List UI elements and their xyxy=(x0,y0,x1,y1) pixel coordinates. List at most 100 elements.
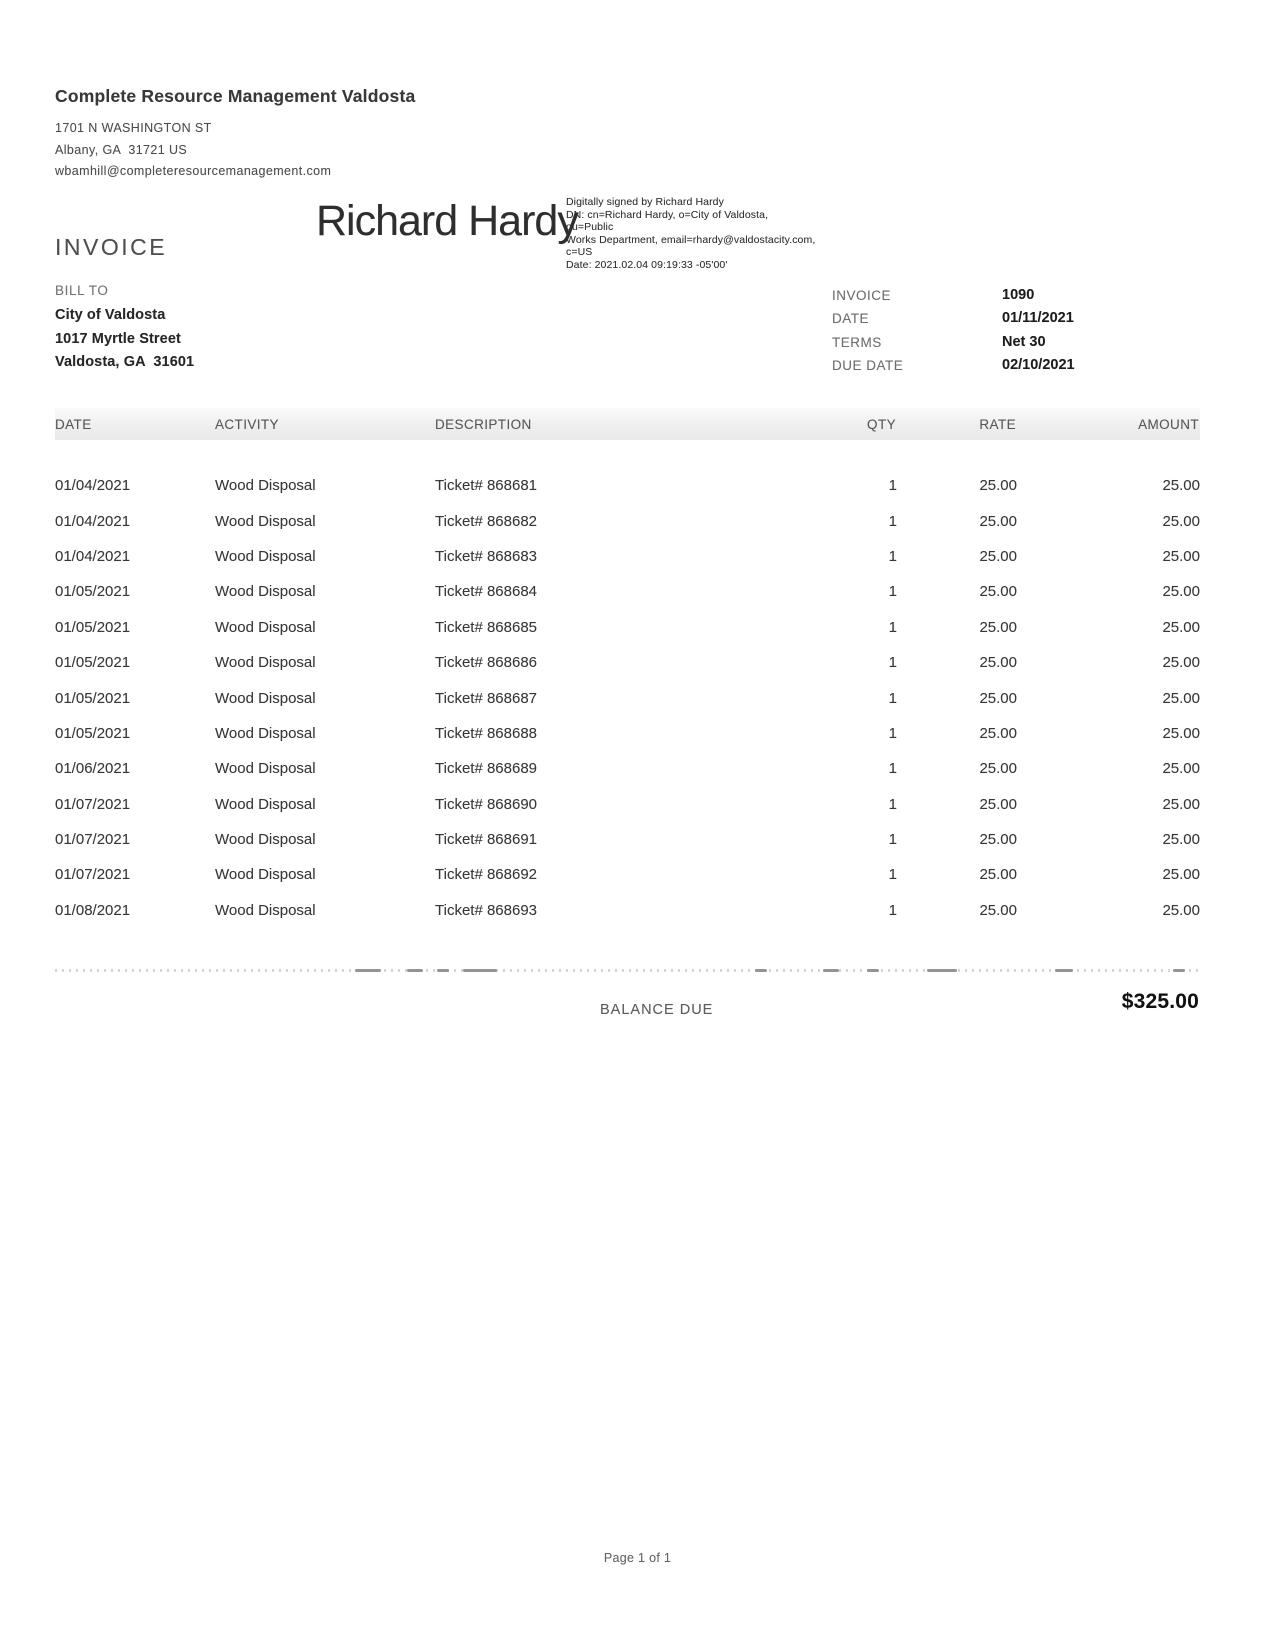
cell-rate: 25.00 xyxy=(979,689,1017,707)
page-number: Page 1 of 1 xyxy=(603,1551,672,1565)
cell-rate: 25.00 xyxy=(979,512,1017,530)
balance-due-label: BALANCE DUE xyxy=(600,1002,714,1018)
bill-to-name: City of Valdosta xyxy=(55,307,166,323)
cell-rate: 25.00 xyxy=(979,477,1017,495)
table-row: 01/05/2021 Wood Disposal Ticket# 868687 … xyxy=(55,680,1200,715)
signature-detail-line: c=US xyxy=(566,246,593,259)
cell-rate: 25.00 xyxy=(979,583,1017,601)
cell-description: Ticket# 868691 xyxy=(435,831,538,849)
column-header-description: DESCRIPTION xyxy=(435,416,532,432)
cell-date: 01/04/2021 xyxy=(55,547,131,565)
table-row: 01/04/2021 Wood Disposal Ticket# 868683 … xyxy=(55,539,1200,574)
cell-rate: 25.00 xyxy=(979,654,1017,672)
cell-date: 01/05/2021 xyxy=(55,618,131,636)
cell-activity: Wood Disposal xyxy=(215,583,316,601)
company-email: wbamhill@completeresourcemanagement.com xyxy=(55,164,332,178)
cell-qty: 1 xyxy=(888,760,897,778)
cell-date: 01/04/2021 xyxy=(55,477,131,495)
cell-amount: 25.00 xyxy=(1162,583,1200,601)
cell-qty: 1 xyxy=(888,866,897,884)
signature-detail-line: DN: cn=Richard Hardy, o=City of Valdosta… xyxy=(566,208,772,234)
column-header-qty: QTY xyxy=(867,416,896,432)
column-header-activity: ACTIVITY xyxy=(215,416,279,432)
cell-amount: 25.00 xyxy=(1162,901,1200,919)
cell-qty: 1 xyxy=(888,512,897,530)
cell-qty: 1 xyxy=(888,831,897,849)
torn-dotted-line xyxy=(55,969,1200,973)
company-name: Complete Resource Management Valdosta xyxy=(55,86,416,106)
meta-value-date: 01/11/2021 xyxy=(1002,310,1074,327)
cell-description: Ticket# 868692 xyxy=(435,866,538,884)
cell-description: Ticket# 868693 xyxy=(435,901,538,919)
balance-due-value: $325.00 xyxy=(1121,990,1199,1013)
table-row: 01/07/2021 Wood Disposal Ticket# 868691 … xyxy=(55,822,1200,857)
cell-activity: Wood Disposal xyxy=(215,866,316,884)
invoice-table: DATE ACTIVITY DESCRIPTION QTY RATE AMOUN… xyxy=(55,408,1200,973)
cell-rate: 25.00 xyxy=(979,618,1017,636)
cell-activity: Wood Disposal xyxy=(215,724,316,742)
table-row: 01/05/2021 Wood Disposal Ticket# 868688 … xyxy=(55,716,1200,751)
table-row: 01/05/2021 Wood Disposal Ticket# 868685 … xyxy=(55,610,1200,645)
cell-date: 01/07/2021 xyxy=(55,795,131,813)
cell-activity: Wood Disposal xyxy=(215,654,316,672)
cell-activity: Wood Disposal xyxy=(215,901,316,919)
cell-qty: 1 xyxy=(888,795,897,813)
table-row: 01/04/2021 Wood Disposal Ticket# 868682 … xyxy=(55,503,1200,538)
cell-qty: 1 xyxy=(888,901,897,919)
bill-to-street: 1017 Myrtle Street xyxy=(55,330,181,347)
invoice-table-body: 01/04/2021 Wood Disposal Ticket# 868681 … xyxy=(55,468,1200,928)
table-row: 01/07/2021 Wood Disposal Ticket# 868692 … xyxy=(55,857,1200,892)
cell-amount: 25.00 xyxy=(1162,618,1200,636)
table-row: 01/05/2021 Wood Disposal Ticket# 868686 … xyxy=(55,645,1200,680)
table-row: 01/06/2021 Wood Disposal Ticket# 868689 … xyxy=(55,751,1200,786)
meta-value-due-date: 02/10/2021 xyxy=(1002,357,1075,374)
cell-amount: 25.00 xyxy=(1162,512,1200,530)
signature-details: Digitally signed by Richard Hardy DN: cn… xyxy=(566,196,816,272)
cell-date: 01/07/2021 xyxy=(55,831,131,849)
cell-activity: Wood Disposal xyxy=(215,795,316,813)
cell-qty: 1 xyxy=(888,477,897,495)
cell-qty: 1 xyxy=(888,583,897,601)
cell-amount: 25.00 xyxy=(1162,760,1200,778)
cell-date: 01/05/2021 xyxy=(55,724,131,742)
cell-amount: 25.00 xyxy=(1162,866,1200,884)
bill-to-city: Valdosta, GA 31601 xyxy=(55,354,195,370)
cell-rate: 25.00 xyxy=(979,795,1017,813)
cell-amount: 25.00 xyxy=(1162,689,1200,707)
signature-detail-line: Date: 2021.02.04 09:19:33 -05'00' xyxy=(566,258,728,271)
cell-qty: 1 xyxy=(888,654,897,672)
table-row: 01/07/2021 Wood Disposal Ticket# 868690 … xyxy=(55,787,1200,822)
cell-description: Ticket# 868681 xyxy=(435,477,538,495)
cell-qty: 1 xyxy=(888,618,897,636)
meta-value-invoice: 1090 xyxy=(1002,287,1035,303)
cell-date: 01/05/2021 xyxy=(55,689,131,707)
meta-value-terms: Net 30 xyxy=(1002,333,1046,350)
meta-label-terms: TERMS xyxy=(832,334,882,350)
cell-rate: 25.00 xyxy=(979,866,1017,884)
cell-description: Ticket# 868688 xyxy=(435,724,538,742)
cell-qty: 1 xyxy=(888,547,897,565)
cell-rate: 25.00 xyxy=(979,760,1017,778)
cell-date: 01/08/2021 xyxy=(55,901,131,919)
cell-rate: 25.00 xyxy=(979,724,1017,742)
invoice-title: INVOICE xyxy=(55,234,168,260)
signature-detail-line: Works Department, email=rhardy@valdostac… xyxy=(566,233,816,246)
company-header: Complete Resource Management Valdosta 17… xyxy=(55,86,415,183)
cell-description: Ticket# 868683 xyxy=(435,547,538,565)
bill-to-block: BILL TO City of Valdosta 1017 Myrtle Str… xyxy=(55,283,194,375)
table-row: 01/08/2021 Wood Disposal Ticket# 868693 … xyxy=(55,893,1200,928)
column-header-date: DATE xyxy=(55,416,92,432)
cell-amount: 25.00 xyxy=(1162,547,1200,565)
torn-row-remnant xyxy=(55,969,1200,973)
signature-name: Richard Hardy xyxy=(316,197,579,245)
cell-description: Ticket# 868687 xyxy=(435,689,538,707)
cell-activity: Wood Disposal xyxy=(215,477,316,495)
column-header-amount: AMOUNT xyxy=(1138,416,1199,432)
cell-activity: Wood Disposal xyxy=(215,831,316,849)
meta-label-date: DATE xyxy=(832,311,870,327)
company-address-line2: Albany, GA 31721 US xyxy=(55,142,188,157)
invoice-table-header: DATE ACTIVITY DESCRIPTION QTY RATE AMOUN… xyxy=(55,408,1200,440)
invoice-meta-block: INVOICE 1090 DATE 01/11/2021 TERMS Net 3… xyxy=(832,284,1075,378)
cell-description: Ticket# 868682 xyxy=(435,512,538,530)
